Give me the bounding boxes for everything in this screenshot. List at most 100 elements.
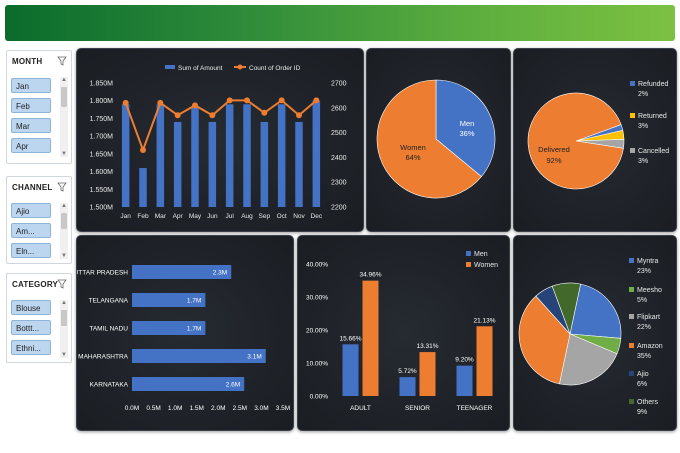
slice-myntra bbox=[569, 283, 622, 339]
slice-value-delivered: 92% bbox=[546, 156, 561, 165]
x-tick-label: 0.0M bbox=[125, 405, 139, 412]
value-label-uttar-pradesh: 2.3M bbox=[213, 270, 227, 277]
legend-swatch-flipkart bbox=[629, 314, 634, 319]
legend-label-amazon: Amazon bbox=[637, 343, 663, 350]
slice-flipkart bbox=[559, 333, 618, 386]
channel-pie-panel: Myntra 23% Meesho 5% Flipkart 22% Amazon 35% Aji… bbox=[513, 235, 677, 431]
slicer-channel-title: CHANNEL bbox=[12, 183, 53, 192]
bar-nov bbox=[295, 121, 303, 207]
data-label-adult-men: 15.66% bbox=[339, 335, 361, 342]
state-sales-chart: UTTAR PRADESH 2.3M TELANGANA 1.7M TAMIL NADU… bbox=[74, 265, 290, 412]
bar-karnataka bbox=[132, 377, 245, 391]
gender-pie-panel: Men 36% Women 64% bbox=[366, 48, 511, 232]
bar-sep bbox=[260, 121, 269, 207]
x-tick-label: Nov bbox=[293, 213, 305, 220]
data-label-senior-men: 5.72% bbox=[398, 368, 417, 375]
filter-icon[interactable] bbox=[57, 182, 67, 192]
scroll-thumb[interactable] bbox=[61, 310, 67, 326]
slicer-item-mar[interactable]: Mar bbox=[11, 118, 51, 133]
legend-marker-count bbox=[237, 64, 243, 70]
bar-adult-men bbox=[342, 344, 359, 396]
legend-value-meesho: 5% bbox=[637, 297, 647, 304]
category-label-karnataka: KARNATAKA bbox=[90, 382, 129, 389]
scroll-up-icon[interactable]: ▲ bbox=[61, 203, 67, 209]
channel-pie-chart: Myntra 23% Meesho 5% Flipkart 22% Amazon 35% Aji… bbox=[518, 258, 663, 416]
slicer-item-amazon[interactable]: Am... bbox=[11, 223, 51, 238]
x-tick-label: May bbox=[189, 213, 202, 220]
slicer-item-ajio[interactable]: Ajio bbox=[11, 203, 51, 218]
slice-label-men: Men bbox=[460, 119, 475, 128]
bar-aug bbox=[243, 104, 251, 207]
slice-label-women: Women bbox=[400, 143, 426, 152]
slice-label-delivered: Delivered bbox=[538, 145, 570, 154]
scroll-down-icon[interactable]: ▼ bbox=[61, 352, 67, 358]
header-banner bbox=[5, 5, 675, 41]
legend-value-myntra: 23% bbox=[637, 268, 651, 275]
y2-tick-label: 2400 bbox=[331, 155, 347, 162]
x-tick-label: Feb bbox=[137, 213, 149, 220]
legend-swatch-refunded bbox=[630, 81, 635, 86]
monthly-sales-chart-panel: Sum of Amount Count of Order ID 1.850M 1.80… bbox=[76, 48, 364, 232]
slice-delivered bbox=[527, 92, 624, 190]
bar-dec bbox=[312, 100, 321, 207]
y2-tick-label: 2200 bbox=[331, 205, 347, 212]
scroll-down-icon[interactable]: ▼ bbox=[61, 253, 67, 259]
slicer-item-ethnic[interactable]: Ethni... bbox=[11, 340, 51, 355]
x-tick-label: 3.5M bbox=[276, 405, 290, 412]
bar-jun bbox=[208, 121, 217, 207]
category-label-maharashtra: MAHARASHTRA bbox=[78, 354, 129, 361]
point-jul bbox=[226, 97, 233, 104]
slicer-category: CATEGORY Blouse Bottt... Ethni... ▲ ▼ bbox=[6, 273, 72, 363]
y-tick-label: 1.700M bbox=[90, 134, 114, 141]
filter-icon[interactable] bbox=[57, 279, 67, 289]
legend-value-amazon: 35% bbox=[637, 353, 651, 360]
x-tick-label: Apr bbox=[173, 213, 184, 220]
y2-tick-label: 2500 bbox=[331, 130, 347, 137]
scroll-up-icon[interactable]: ▲ bbox=[61, 77, 67, 83]
y-tick-label: 1.800M bbox=[90, 98, 114, 105]
x-tick-label: Jul bbox=[226, 213, 235, 220]
slicer-item-feb[interactable]: Feb bbox=[11, 98, 51, 113]
point-sep bbox=[261, 109, 268, 116]
legend-value-cancelled: 3% bbox=[638, 158, 648, 165]
slicer-category-scrollbar[interactable]: ▲ ▼ bbox=[60, 300, 68, 358]
slicer-channel-scrollbar[interactable]: ▲ ▼ bbox=[60, 203, 68, 259]
slicer-item-bottom[interactable]: Bottt... bbox=[11, 320, 51, 335]
slicer-item-eln[interactable]: Eln... bbox=[11, 243, 51, 258]
bar-teenager-women bbox=[476, 326, 493, 396]
legend-label-meesho: Meesho bbox=[637, 287, 662, 294]
point-feb bbox=[140, 146, 146, 153]
point-jan bbox=[122, 99, 129, 106]
y2-tick-label: 2300 bbox=[331, 180, 347, 187]
x-tick-label: 2.5M bbox=[233, 405, 247, 412]
bar-adult-women bbox=[362, 280, 379, 396]
point-mar bbox=[157, 99, 164, 106]
x-tick-label: 0.5M bbox=[146, 405, 160, 412]
value-label-maharashtra: 3.1M bbox=[247, 354, 261, 361]
category-label-tamil-nadu: TAMIL NADU bbox=[89, 326, 128, 333]
filter-icon[interactable] bbox=[57, 56, 67, 66]
slicer-month-scrollbar[interactable]: ▲ ▼ bbox=[60, 77, 68, 157]
x-tick-label: Jun bbox=[207, 213, 218, 220]
x-tick-label: TEENAGER bbox=[457, 405, 493, 412]
slicer-item-apr[interactable]: Apr bbox=[11, 138, 51, 153]
legend-value-flipkart: 22% bbox=[637, 324, 651, 331]
x-tick-label: ADULT bbox=[350, 405, 371, 412]
slicer-category-title: CATEGORY bbox=[12, 280, 59, 289]
legend-value-ajio: 6% bbox=[637, 381, 647, 388]
y-tick-label: 1.650M bbox=[90, 151, 114, 158]
slicer-item-blouse[interactable]: Blouse bbox=[11, 300, 51, 315]
scroll-thumb[interactable] bbox=[61, 87, 67, 107]
legend-label-count: Count of Order ID bbox=[249, 65, 301, 72]
y2-tick-label: 2600 bbox=[331, 105, 347, 112]
scroll-up-icon[interactable]: ▲ bbox=[61, 300, 67, 306]
scroll-down-icon[interactable]: ▼ bbox=[61, 151, 67, 157]
scroll-thumb[interactable] bbox=[61, 213, 67, 229]
slicer-item-jan[interactable]: Jan bbox=[11, 78, 51, 93]
bar-oct bbox=[277, 104, 286, 207]
bar-jul bbox=[225, 104, 234, 207]
state-sales-chart-panel: UTTAR PRADESH 2.3M TELANGANA 1.7M TAMIL NADU… bbox=[74, 235, 294, 431]
data-label-teenager-men: 9.20% bbox=[455, 357, 474, 364]
monthly-sales-chart: Sum of Amount Count of Order ID 1.850M 1.80… bbox=[90, 64, 347, 220]
slice-value-women: 64% bbox=[405, 153, 420, 162]
